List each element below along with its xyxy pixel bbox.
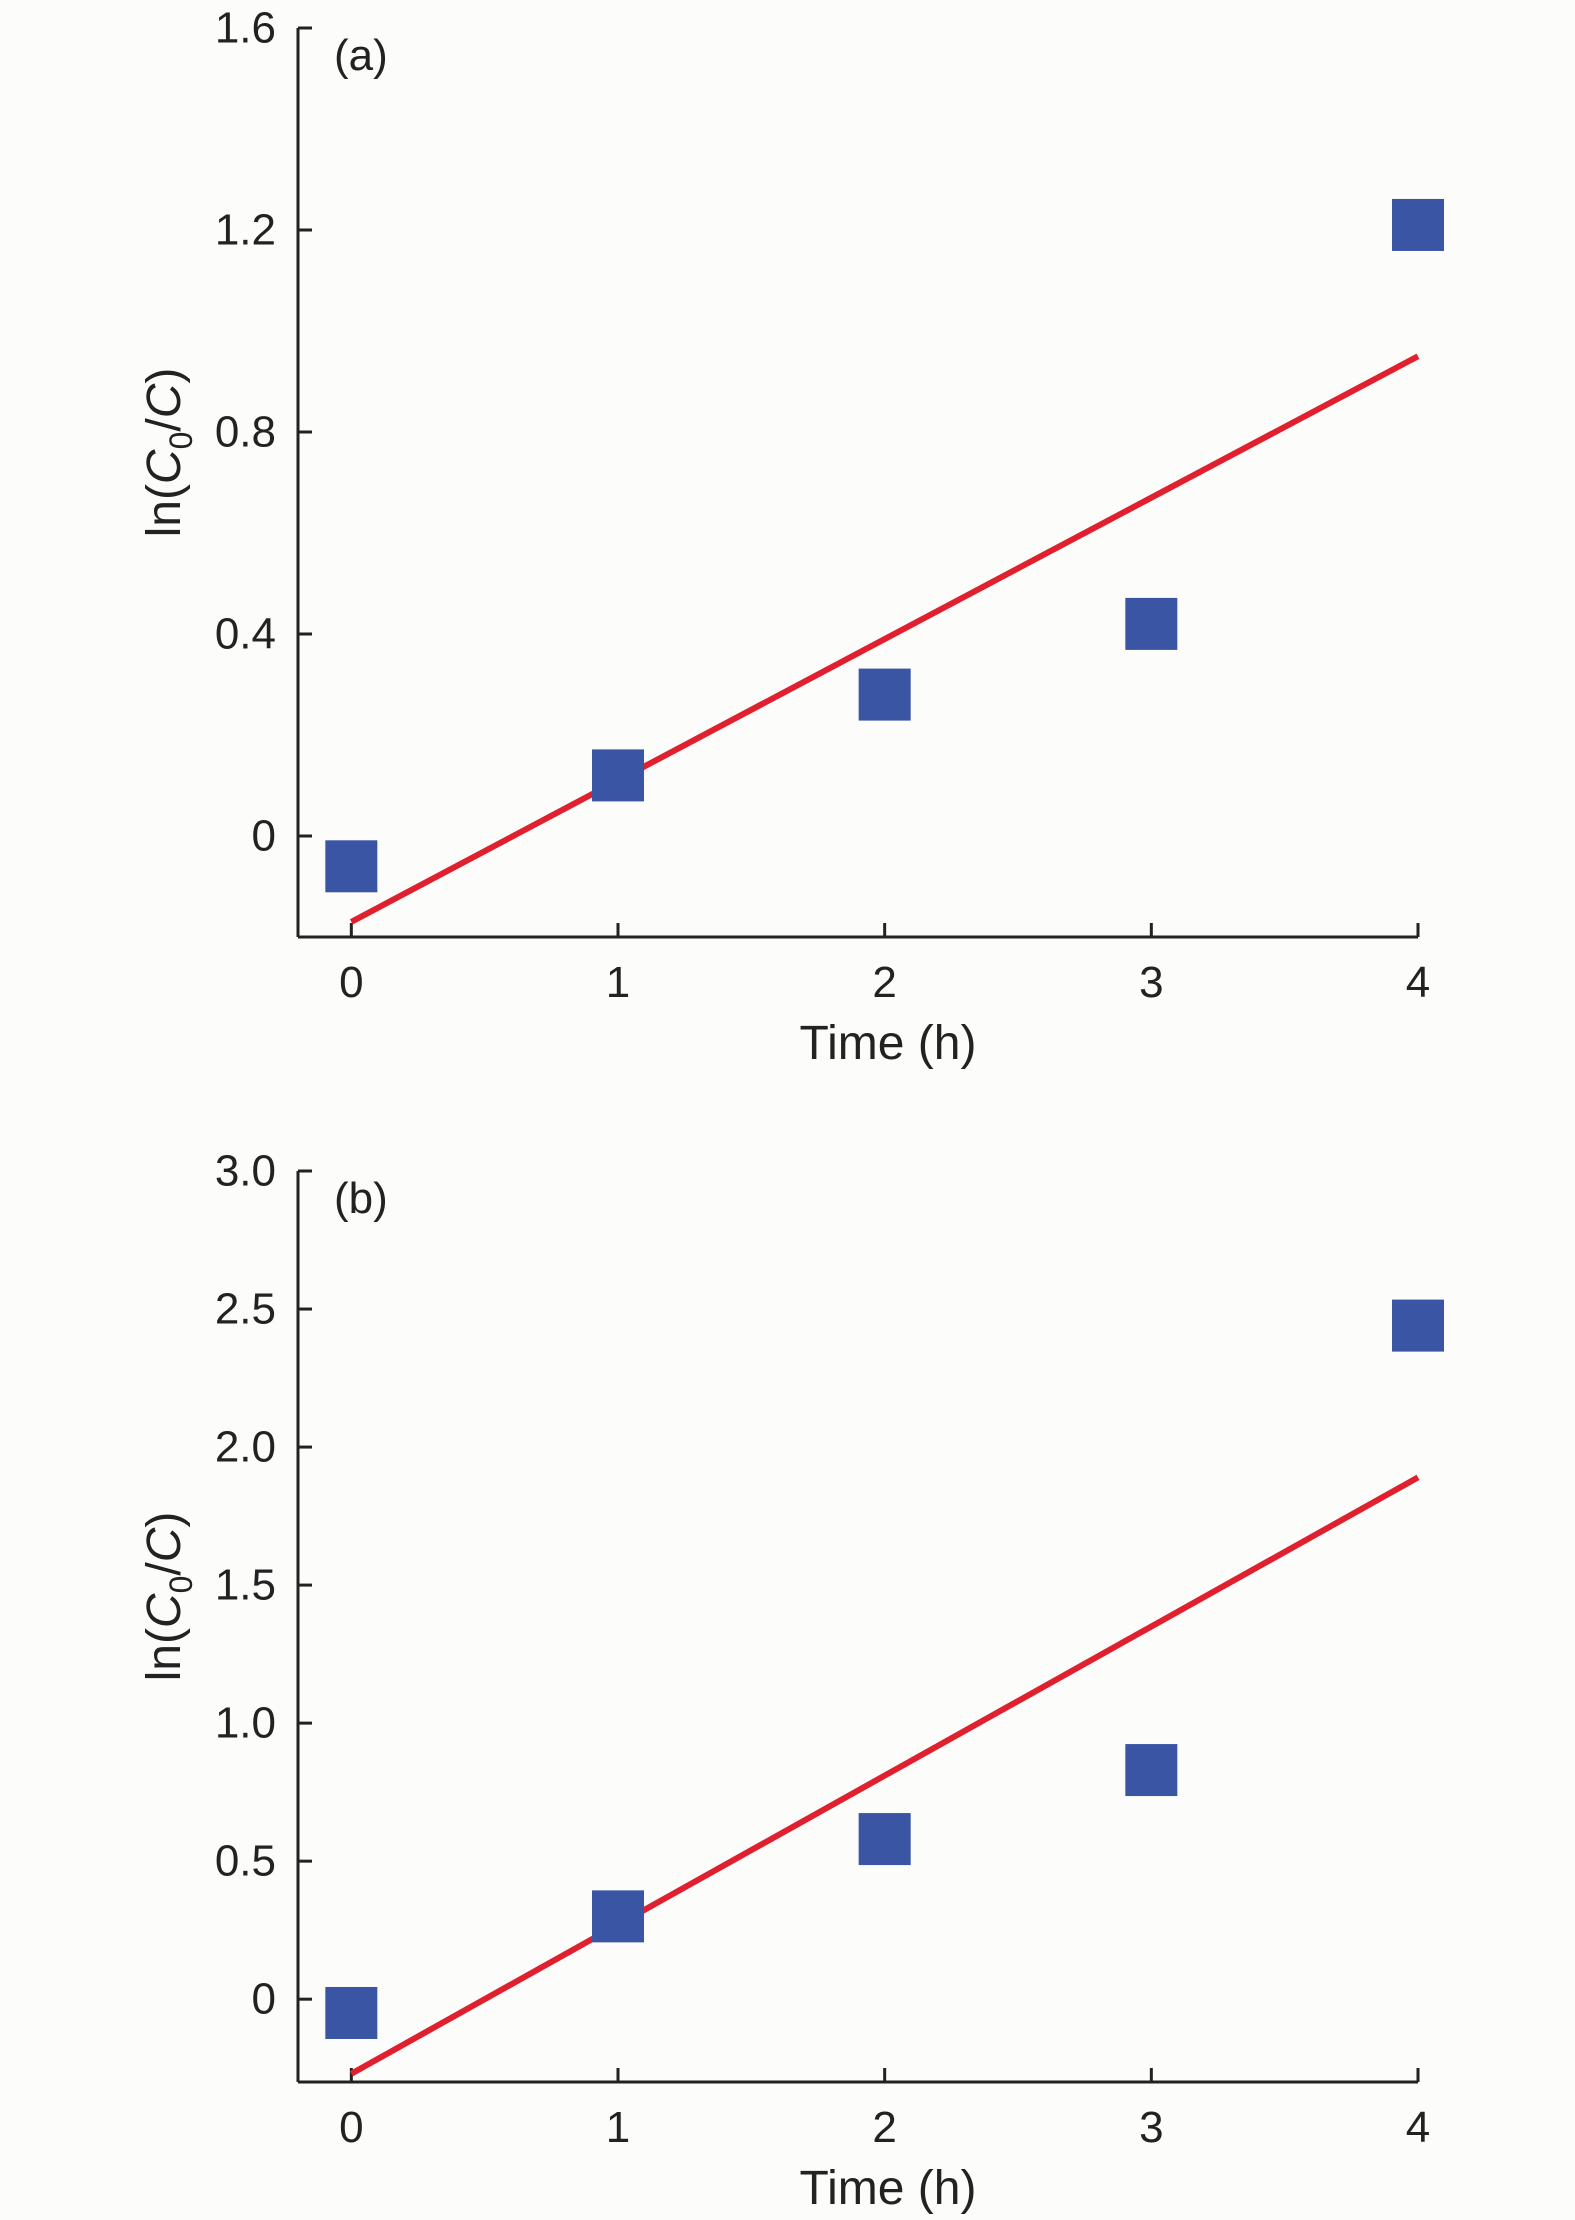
y-title-c0: C: [138, 1593, 191, 1628]
x-tick-label: 0: [339, 958, 363, 1007]
y-title-c: C: [138, 1527, 191, 1562]
data-point-square: [858, 1813, 911, 1866]
y-tick-label: 0: [252, 812, 276, 861]
data-point-square: [1392, 1299, 1444, 1352]
x-axis-title: Time (h): [800, 2162, 977, 2215]
y-tick-label: 0.8: [215, 408, 276, 457]
y-tick-label: 0.5: [215, 1837, 276, 1886]
x-tick-label: 3: [1139, 2103, 1163, 2152]
data-point-square: [592, 749, 644, 802]
y-title-sub: 0: [163, 1576, 199, 1594]
y-title-prefix: ln(: [138, 484, 191, 537]
data-point-square: [592, 1890, 644, 1943]
y-tick-label: 3.0: [215, 1147, 276, 1196]
y-tick-label: 1.0: [215, 1699, 276, 1748]
fit-line: [349, 1474, 1420, 2077]
y-title-slash: /: [138, 1562, 191, 1576]
panel-label: (a): [334, 31, 388, 80]
y-title-slash: /: [138, 418, 191, 432]
x-axis-title: Time (h): [800, 1017, 977, 1070]
y-tick-label: 0.4: [215, 610, 276, 659]
y-tick-label: 0: [252, 1975, 276, 2024]
x-tick-label: 4: [1406, 958, 1430, 1007]
fit-line: [349, 353, 1420, 925]
data-point-square: [858, 668, 911, 721]
data-point-square: [1392, 198, 1444, 251]
y-tick-label: 1.6: [215, 4, 276, 53]
y-title-suffix: ): [138, 368, 191, 384]
data-point-square: [1125, 597, 1178, 650]
y-title-suffix: ): [138, 1512, 191, 1528]
data-point-square: [325, 840, 378, 893]
y-title-sub: 0: [163, 432, 199, 450]
x-tick-label: 1: [606, 2103, 630, 2152]
data-point-square: [1125, 1744, 1178, 1797]
y-axis-title: ln(C0/C): [138, 368, 199, 538]
x-tick-label: 4: [1406, 2103, 1430, 2152]
y-title-c0: C: [138, 449, 191, 484]
x-tick-label: 0: [339, 2103, 363, 2152]
y-tick-label: 1.2: [215, 206, 276, 255]
panel-label: (b): [334, 1174, 388, 1223]
y-tick-label: 2.5: [215, 1285, 276, 1334]
y-title-prefix: ln(: [138, 1628, 191, 1681]
y-tick-label: 1.5: [215, 1561, 276, 1610]
y-title-c: C: [138, 383, 191, 418]
y-axis-title: ln(C0/C): [138, 1512, 199, 1682]
x-tick-label: 3: [1139, 958, 1163, 1007]
x-tick-label: 2: [872, 958, 896, 1007]
x-tick-label: 2: [872, 2103, 896, 2152]
y-tick-label: 2.0: [215, 1423, 276, 1472]
x-tick-label: 1: [606, 958, 630, 1007]
data-point-square: [325, 1986, 378, 2039]
